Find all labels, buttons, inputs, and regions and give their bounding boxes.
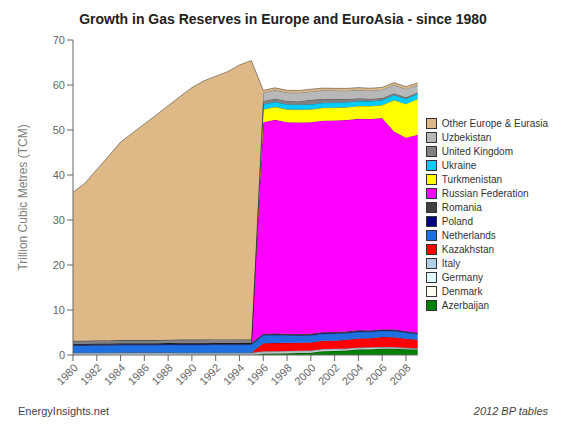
html-text:Netherlands: Netherlands — [441, 230, 496, 241]
html-text:Romania: Romania — [441, 202, 482, 213]
html-text:Denmark: Denmark — [441, 286, 483, 297]
svg-text:1998: 1998 — [268, 361, 294, 387]
html-text:Germany: Germany — [441, 272, 483, 283]
svg-text:1984: 1984 — [102, 361, 128, 387]
svg-text:70: 70 — [53, 34, 65, 46]
svg-text:50: 50 — [53, 124, 65, 136]
html-text:Poland: Poland — [441, 216, 473, 227]
svg-text:1994: 1994 — [221, 361, 247, 387]
svg-text:2004: 2004 — [340, 361, 366, 387]
svg-text:0: 0 — [59, 349, 65, 361]
svg-text:60: 60 — [53, 79, 65, 91]
svg-text:2006: 2006 — [363, 361, 389, 387]
html-text:EnergyInsights.net: EnergyInsights.net — [18, 405, 110, 417]
html-text:Kazakhstan: Kazakhstan — [441, 244, 495, 255]
svg-text:1980: 1980 — [54, 361, 80, 387]
svg-text:40: 40 — [53, 169, 65, 181]
html-text:Turkmenistan: Turkmenistan — [441, 174, 502, 185]
svg-text:1986: 1986 — [125, 361, 151, 387]
svg-text:1992: 1992 — [197, 361, 223, 387]
svg-text:2000: 2000 — [292, 361, 318, 387]
html-text:Growth in Gas Reserves in Euro: Growth in Gas Reserves in Europe and Eur… — [79, 11, 487, 27]
html-text:Ukraine: Ukraine — [441, 160, 477, 171]
svg-text:1982: 1982 — [78, 361, 104, 387]
html-text:United Kingdom: United Kingdom — [441, 146, 513, 157]
html-text:Other Europe & Eurasia: Other Europe & Eurasia — [441, 118, 548, 129]
html-text:Azerbaijan: Azerbaijan — [441, 300, 490, 311]
svg-text:Trillion Cubic Metres (TCM): Trillion Cubic Metres (TCM) — [16, 124, 30, 270]
svg-text:30: 30 — [53, 214, 65, 226]
svg-text:1988: 1988 — [149, 361, 175, 387]
svg-text:1996: 1996 — [244, 361, 270, 387]
html-text:Uzbekistan: Uzbekistan — [441, 132, 492, 143]
html-text:Russian Federation: Russian Federation — [441, 188, 529, 199]
svg-text:1990: 1990 — [173, 361, 199, 387]
svg-text:20: 20 — [53, 259, 65, 271]
svg-text:2008: 2008 — [387, 361, 413, 387]
html-text:2012 BP tables: 2012 BP tables — [473, 405, 548, 417]
html-text:Italy: Italy — [441, 258, 461, 269]
svg-text:2002: 2002 — [316, 361, 342, 387]
svg-text:10: 10 — [53, 304, 65, 316]
